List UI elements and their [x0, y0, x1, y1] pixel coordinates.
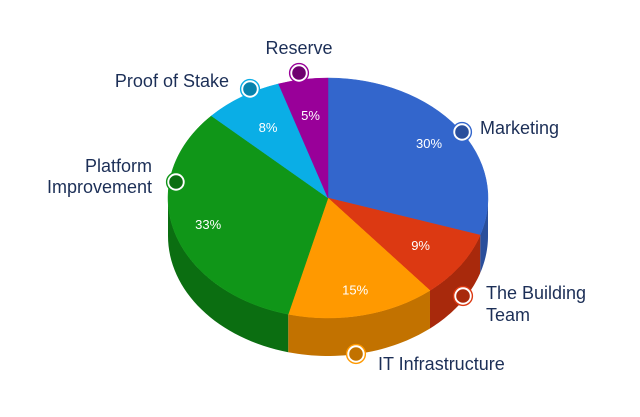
marker-reserve	[289, 63, 309, 83]
slice-the-building-team[interactable]	[327, 197, 481, 291]
pct-label-platform-improvement: 33%	[195, 217, 221, 232]
side-it-infrastructure	[288, 290, 430, 356]
label-it-infrastructure: IT Infrastructure	[378, 354, 505, 374]
slice-it-infrastructure[interactable]	[287, 197, 431, 319]
marker-marketing	[452, 122, 472, 142]
side-platform-improvement	[168, 198, 289, 353]
label-platform-improvement-line-1: Platform	[85, 156, 152, 176]
pie-sides	[168, 198, 488, 356]
label-the-building-team-line-2: Team	[486, 305, 530, 325]
marker-ring-the-building-team	[452, 285, 474, 307]
pct-label-marketing: 30%	[416, 136, 442, 151]
pct-label-the-building-team: 9%	[411, 238, 430, 253]
pct-label-reserve: 5%	[301, 108, 320, 123]
label-platform-improvement-line-2: Improvement	[47, 177, 152, 197]
label-marketing: Marketing	[480, 118, 559, 138]
pie-top	[167, 77, 489, 319]
pct-label-it-infrastructure: 15%	[342, 282, 368, 297]
marker-ring-proof-of-stake	[239, 78, 261, 100]
side-the-building-team	[429, 235, 481, 329]
marker-ring-reserve	[288, 62, 310, 84]
pct-label-proof-of-stake: 8%	[259, 120, 278, 135]
label-proof-of-stake: Proof of Stake	[115, 71, 229, 91]
marker-ring-platform-improvement	[165, 171, 187, 193]
label-reserve: Reserve	[265, 38, 332, 58]
marker-ring-it-infrastructure	[345, 343, 367, 365]
marker-ring-marketing	[451, 121, 473, 143]
slice-platform-improvement[interactable]	[167, 115, 329, 315]
marker-it-infrastructure	[346, 344, 366, 364]
label-the-building-team-line-1: The Building	[486, 283, 586, 303]
marker-proof-of-stake	[240, 79, 260, 99]
pie-labels: 30% 9% 15% 33% 8% 5% Marketing The BuildingTeam…	[47, 38, 586, 374]
marker-the-building-team	[453, 286, 473, 306]
marker-platform-improvement	[166, 172, 186, 192]
